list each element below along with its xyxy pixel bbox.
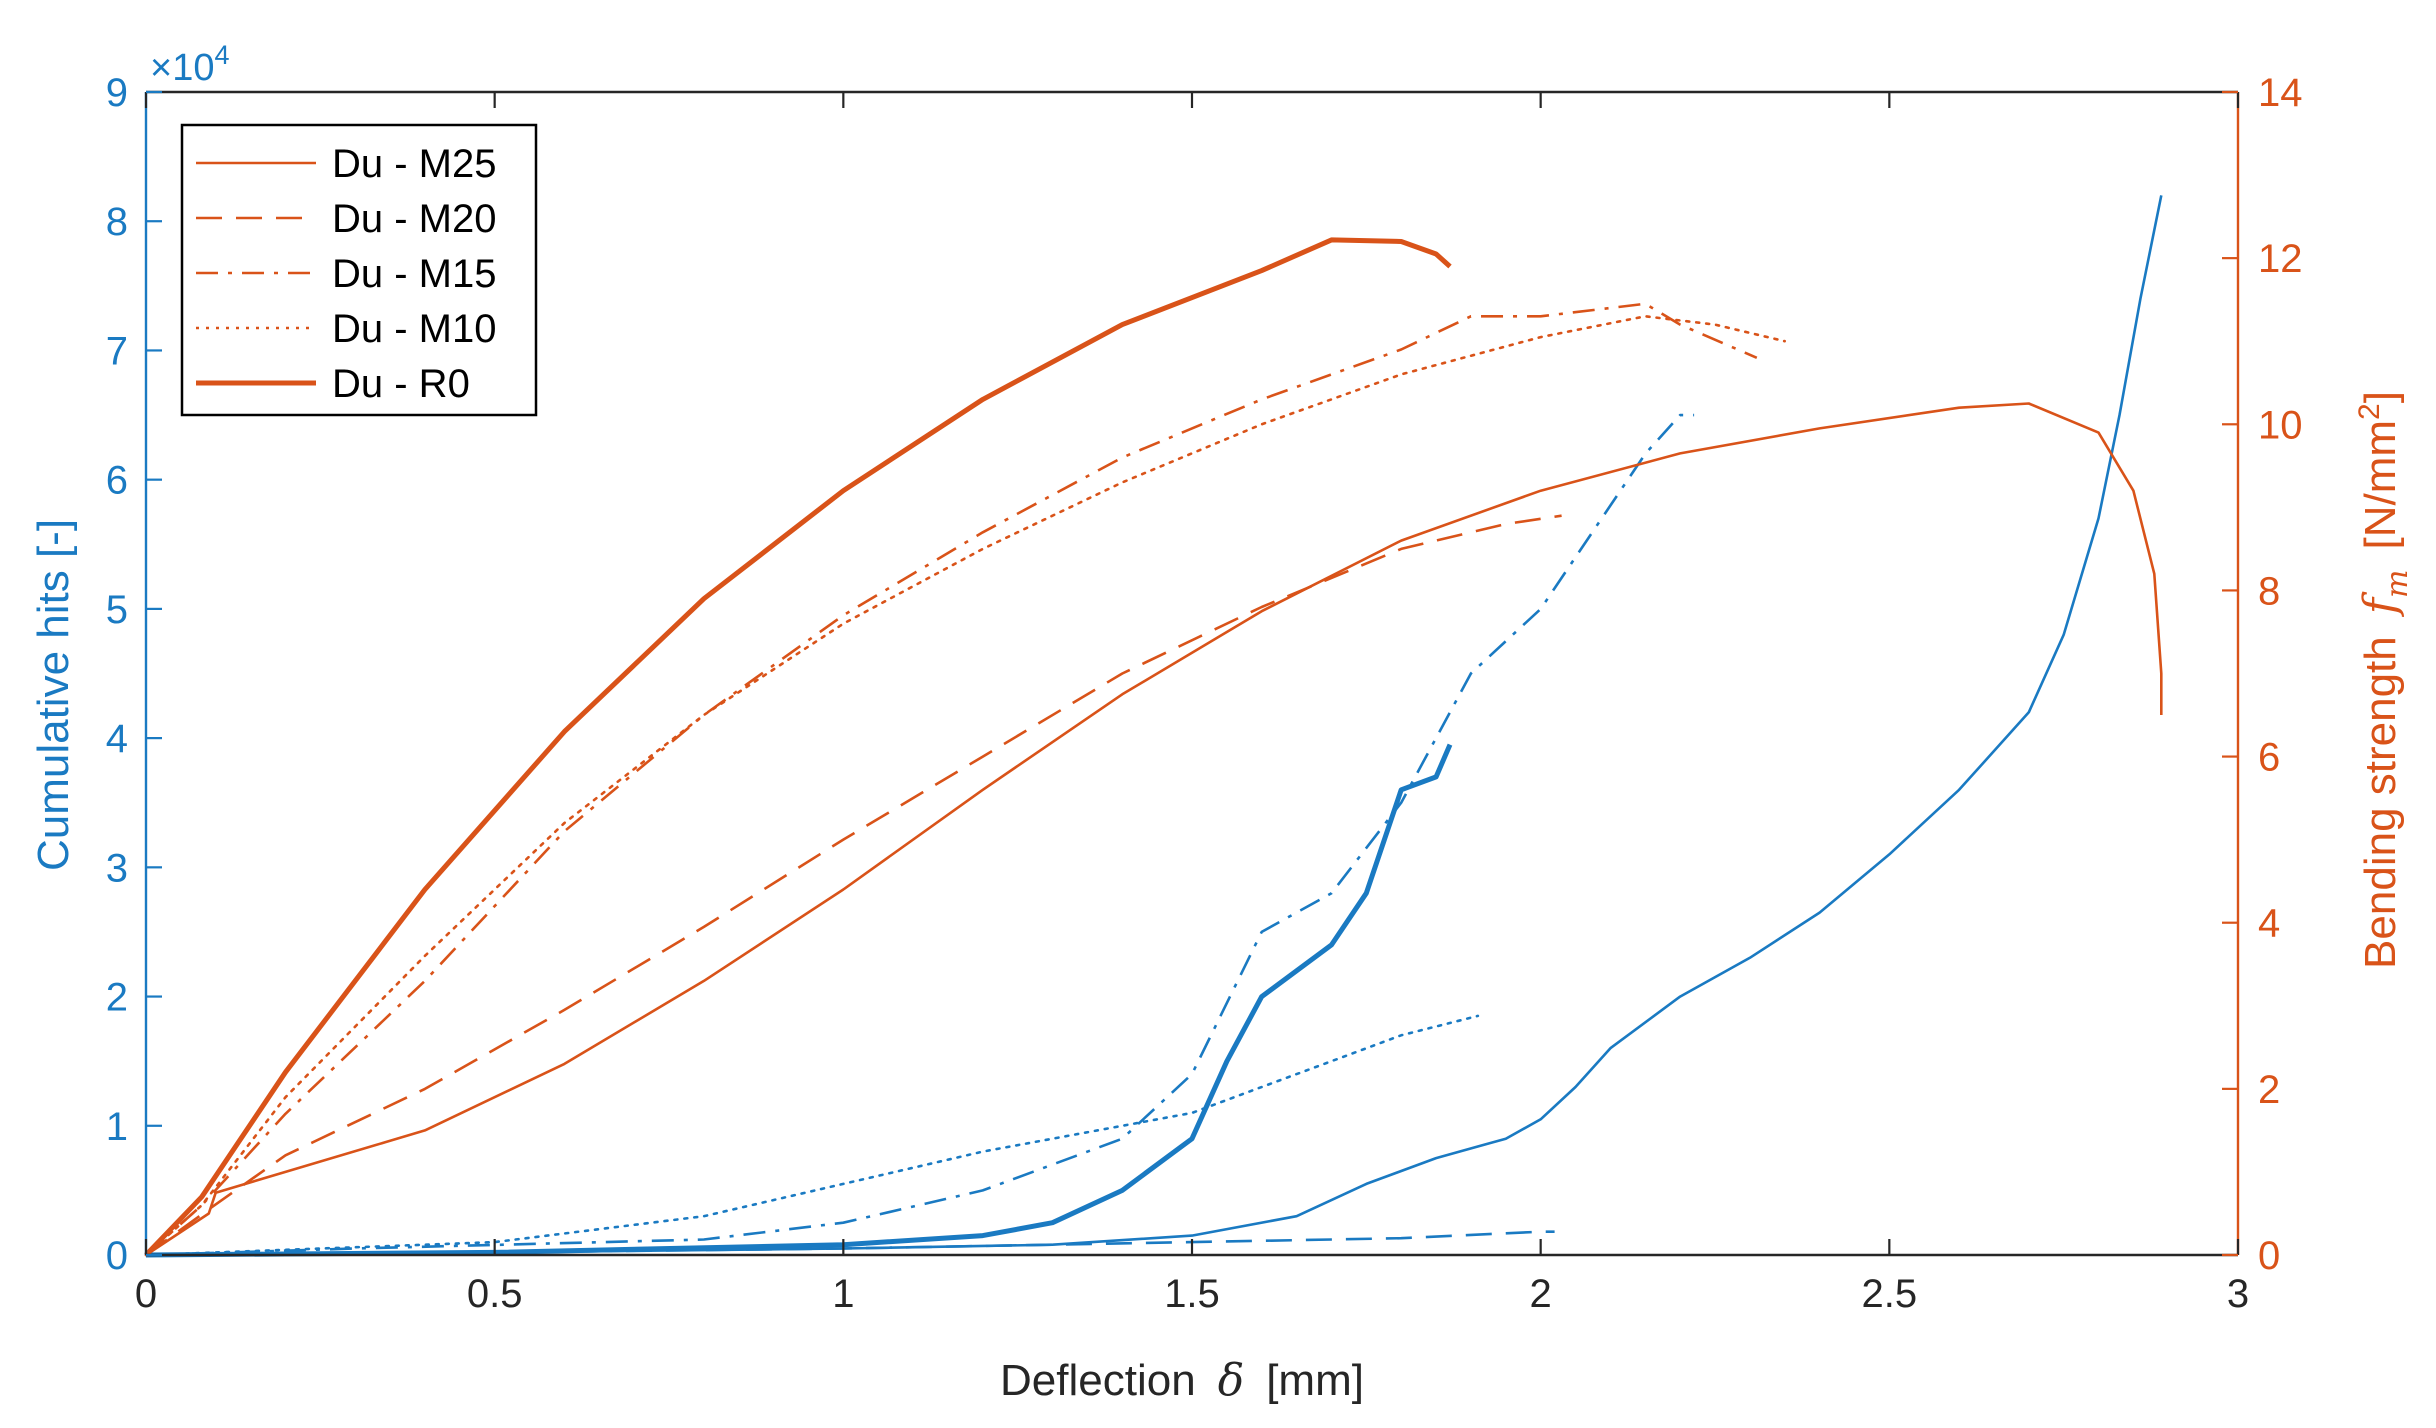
- right-tick-label: 12: [2258, 237, 2303, 281]
- series-line-strength-du-m15: [145, 302, 1758, 1256]
- x-axis-unit: [mm]: [1266, 1356, 1364, 1405]
- x-tick-label: 3: [2227, 1272, 2249, 1316]
- x-axis-label-text: Deflection: [1000, 1356, 1196, 1405]
- right-tick-label: 10: [2258, 403, 2303, 447]
- x-tick-label: 1: [832, 1272, 854, 1316]
- left-tick-label: 5: [106, 588, 128, 632]
- left-tick-label: 1: [106, 1105, 128, 1149]
- left-tick-label: 7: [106, 329, 128, 373]
- x-tick-label: 2.5: [1862, 1272, 1918, 1316]
- left-tick-label: 3: [106, 846, 128, 890]
- right-tick-label: 14: [2258, 71, 2303, 115]
- legend-label: Du - R0: [332, 362, 470, 406]
- legend-entries: Du - M25 Du - M20 Du - M15 Du - M10 Du - R0: [196, 142, 497, 406]
- legend-label: Du - M15: [332, 252, 497, 296]
- left-tick-label: 6: [106, 459, 128, 503]
- x-tick-label: 2: [1530, 1272, 1552, 1316]
- legend-label: Du - M20: [332, 197, 497, 241]
- right-axis-unit-close: ]: [2356, 391, 2405, 403]
- series-line-hits-du-m25: [145, 195, 2163, 1257]
- left-axis-multiplier-base: ×10: [150, 47, 214, 89]
- series-line-strength-du-m10: [144, 315, 1786, 1257]
- legend-label: Du - M10: [332, 307, 497, 351]
- right-axis-subscript: m: [2380, 570, 2415, 598]
- left-axis-multiplier: ×104: [150, 40, 230, 89]
- series-line-hits-du-r0: [145, 743, 1453, 1258]
- legend-box: [180, 123, 538, 417]
- right-axis-label: Bending strengthfm[N/mm2]: [2353, 391, 2415, 969]
- left-tick-label: 8: [106, 200, 128, 244]
- x-tick-label: 1.5: [1164, 1272, 1220, 1316]
- left-axis-label: Cumulative hits [-]: [29, 519, 78, 871]
- right-axis-unit-exponent: 2: [2353, 403, 2386, 420]
- x-tick-label: 0: [135, 1272, 157, 1316]
- left-tick-label: 9: [106, 71, 128, 115]
- left-tick-label: 4: [106, 717, 128, 761]
- right-tick-label: 8: [2258, 569, 2280, 613]
- left-tick-label: 0: [106, 1234, 128, 1278]
- series-line-strength-du-r0: [144, 237, 1452, 1257]
- right-tick-label: 6: [2258, 736, 2280, 780]
- right-tick-label: 4: [2258, 902, 2280, 946]
- legend-label: Du - M25: [332, 142, 497, 186]
- series-line-hits-du-m10: [144, 1014, 1480, 1257]
- right-axis-unit: [N/mm: [2356, 420, 2405, 550]
- legend: Du - M25 Du - M20 Du - M15 Du - M10 Du - R0: [180, 123, 538, 417]
- x-tick-label: 0.5: [467, 1272, 523, 1316]
- series-line-hits-du-m15: [145, 413, 1695, 1257]
- right-tick-label: 2: [2258, 1068, 2280, 1112]
- x-axis-label: Deflection δ [mm]: [1000, 1355, 1364, 1406]
- left-tick-label: 2: [106, 976, 128, 1020]
- x-axis-symbol: δ: [1218, 1355, 1245, 1406]
- series-line-strength-du-m20: [145, 514, 1562, 1257]
- right-axis-label-text: Bending strength: [2356, 636, 2405, 969]
- series-line-strength-du-m25: [145, 402, 2163, 1257]
- left-axis-multiplier-exponent: 4: [214, 40, 229, 70]
- right-tick-label: 0: [2258, 1234, 2280, 1278]
